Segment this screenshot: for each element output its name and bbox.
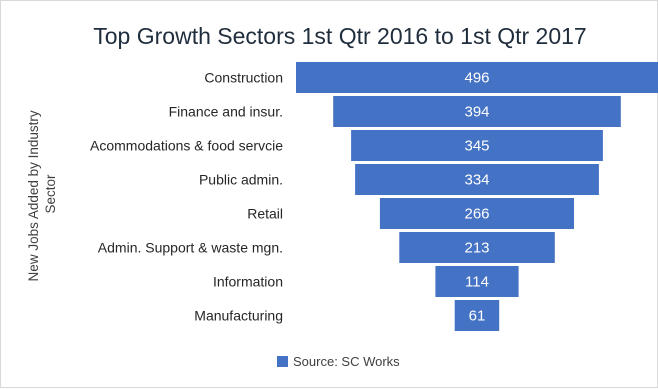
bar <box>454 300 500 331</box>
category-label: Construction <box>204 70 283 86</box>
legend: Source: SC Works <box>277 354 400 369</box>
bar <box>333 96 621 127</box>
bar <box>379 198 574 229</box>
category-label: Information <box>213 274 283 290</box>
data-label: 266 <box>464 206 489 223</box>
legend-label: Source: SC Works <box>293 354 400 369</box>
category-label: Manufacturing <box>194 308 283 324</box>
data-label: 496 <box>464 70 489 87</box>
legend-swatch <box>277 356 288 367</box>
data-label: 213 <box>464 240 489 257</box>
category-label: Acommodations & food servcie <box>90 138 283 154</box>
chart-title: Top Growth Sectors 1st Qtr 2016 to 1st Q… <box>93 23 586 49</box>
data-label: 394 <box>464 104 489 121</box>
y-axis-label: New Jobs Added by Industry Sector <box>26 107 58 282</box>
category-label: Retail <box>247 206 283 222</box>
data-label: 61 <box>469 308 486 325</box>
bar <box>351 130 603 161</box>
bar <box>435 266 519 297</box>
data-label: 334 <box>464 172 489 189</box>
category-label: Public admin. <box>199 172 283 188</box>
data-label: 114 <box>465 274 489 291</box>
bar-series: 496 Construction 394 Finance and insur. 345 A… <box>90 62 658 331</box>
bar <box>296 62 658 93</box>
y-axis-label-line-1: New Jobs Added by Industry <box>26 110 41 281</box>
category-label: Admin. Support & waste mgn. <box>98 240 283 256</box>
category-label: Finance and insur. <box>169 104 283 120</box>
bar <box>399 232 555 263</box>
bar <box>355 164 599 195</box>
data-label: 345 <box>464 138 489 155</box>
y-axis-label-line-2: Sector <box>43 174 58 214</box>
